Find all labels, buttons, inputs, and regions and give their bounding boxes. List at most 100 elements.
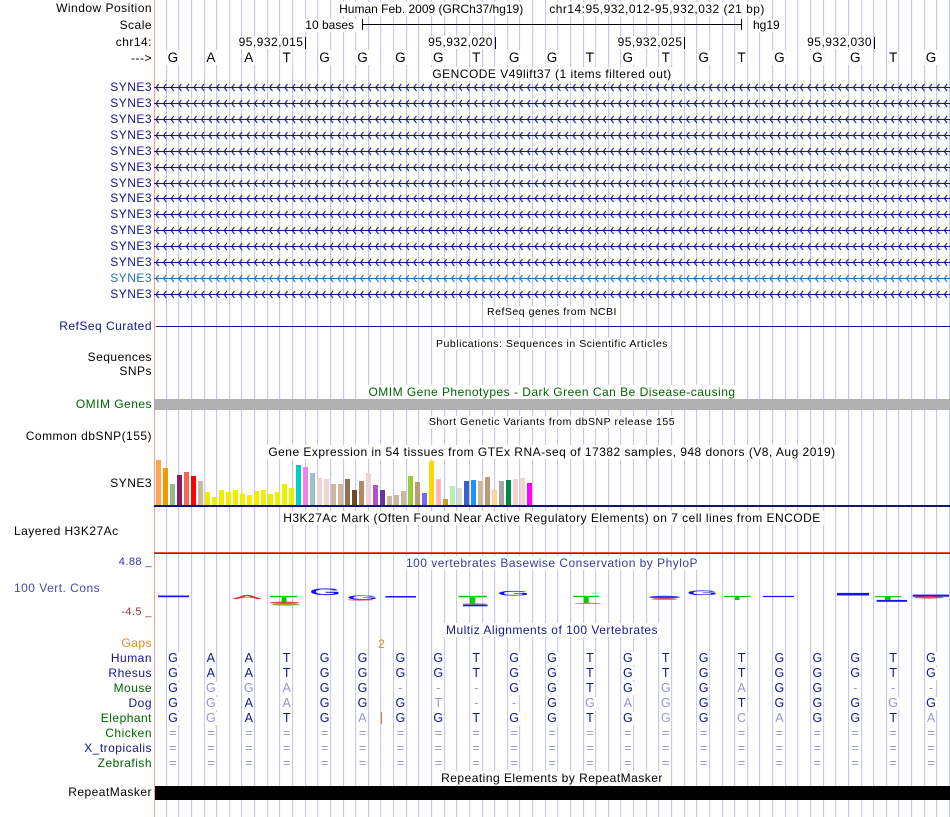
gtex-tissue-bar[interactable] bbox=[232, 490, 238, 505]
gtex-tissue-bar[interactable] bbox=[274, 492, 280, 505]
phylop-conservation-logo[interactable]: A GGG G bbox=[0, 578, 950, 610]
gtex-expression-barchart[interactable] bbox=[154, 458, 950, 505]
gencode-transcript-line[interactable] bbox=[154, 161, 950, 173]
gencode-transcript-line[interactable] bbox=[154, 145, 950, 157]
gencode-track-title[interactable]: GENCODE V49lift37 (1 items filtered out) bbox=[154, 66, 950, 81]
gencode-transcript-label[interactable]: SYNE3 bbox=[110, 127, 152, 142]
publications-sequences-label[interactable]: Sequences bbox=[87, 349, 152, 364]
gencode-transcript-line[interactable] bbox=[154, 273, 950, 285]
gtex-tissue-bar[interactable] bbox=[197, 481, 203, 505]
gtex-tissue-bar[interactable] bbox=[428, 461, 434, 505]
refseq-curated-line[interactable] bbox=[156, 325, 950, 327]
gtex-tissue-bar[interactable] bbox=[505, 480, 511, 505]
gtex-tissue-bar[interactable] bbox=[176, 475, 182, 505]
gencode-transcript-label[interactable]: SYNE3 bbox=[110, 255, 152, 270]
multiz-species-label[interactable]: Elephant bbox=[100, 710, 152, 725]
gtex-tissue-bar[interactable] bbox=[456, 488, 462, 505]
gtex-tissue-bar[interactable] bbox=[323, 479, 329, 505]
gtex-tissue-bar[interactable] bbox=[253, 491, 259, 505]
gtex-tissue-bar[interactable] bbox=[218, 490, 224, 505]
gtex-tissue-bar[interactable] bbox=[183, 472, 189, 505]
gtex-tissue-bar[interactable] bbox=[169, 484, 175, 505]
omim-genes-label[interactable]: OMIM Genes bbox=[75, 397, 152, 411]
gtex-tissue-bar[interactable] bbox=[400, 491, 406, 505]
gencode-transcript-label[interactable]: SYNE3 bbox=[110, 159, 152, 174]
repeatmasker-track-title[interactable]: Repeating Elements by RepeatMasker bbox=[154, 770, 950, 785]
gtex-tissue-bar[interactable] bbox=[484, 477, 490, 505]
gtex-tissue-bar[interactable] bbox=[372, 485, 378, 505]
gencode-transcript-label[interactable]: SYNE3 bbox=[110, 287, 152, 302]
gtex-tissue-bar[interactable] bbox=[379, 490, 385, 505]
dbsnp-label[interactable]: Common dbSNP(155) bbox=[25, 428, 152, 443]
gtex-tissue-bar[interactable] bbox=[260, 490, 266, 505]
phylop-track-title[interactable]: 100 vertebrates Basewise Conservation by… bbox=[154, 555, 950, 570]
omim-track-title[interactable]: OMIM Gene Phenotypes - Dark Green Can Be… bbox=[154, 384, 950, 399]
gtex-tissue-bar[interactable] bbox=[309, 473, 315, 505]
multiz-species-label[interactable]: Human bbox=[110, 650, 152, 665]
phylop-track-label[interactable]: 100 Vert. Cons bbox=[14, 580, 101, 595]
gtex-tissue-bar[interactable] bbox=[526, 483, 532, 505]
gtex-tissue-bar[interactable] bbox=[421, 493, 427, 505]
gtex-tissue-bar[interactable] bbox=[414, 482, 420, 505]
gtex-tissue-bar[interactable] bbox=[393, 495, 399, 505]
multiz-species-label[interactable]: Chicken bbox=[105, 725, 152, 740]
gtex-tissue-bar[interactable] bbox=[470, 480, 476, 505]
gtex-tissue-bar[interactable] bbox=[358, 481, 364, 505]
gtex-tissue-bar[interactable] bbox=[281, 484, 287, 505]
gtex-tissue-bar[interactable] bbox=[155, 460, 161, 505]
gtex-tissue-bar[interactable] bbox=[239, 494, 245, 505]
gtex-tissue-bar[interactable] bbox=[407, 476, 413, 505]
gencode-transcript-line[interactable] bbox=[154, 129, 950, 141]
gtex-tissue-bar[interactable] bbox=[512, 479, 518, 505]
gencode-transcript-label[interactable]: SYNE3 bbox=[110, 271, 152, 286]
gtex-tissue-bar[interactable] bbox=[477, 481, 483, 505]
gtex-tissue-bar[interactable] bbox=[225, 492, 231, 505]
gencode-transcript-line[interactable] bbox=[154, 81, 950, 93]
gtex-tissue-bar[interactable] bbox=[295, 465, 301, 505]
refseq-curated-label[interactable]: RefSeq Curated bbox=[59, 318, 152, 333]
gtex-tissue-bar[interactable] bbox=[519, 478, 525, 505]
multiz-species-label[interactable]: Zebrafish bbox=[97, 755, 152, 770]
gencode-transcript-line[interactable] bbox=[154, 241, 950, 253]
multiz-species-label[interactable]: Mouse bbox=[113, 680, 152, 695]
gtex-tissue-bar[interactable] bbox=[463, 481, 469, 505]
publications-track-title[interactable]: Publications: Sequences in Scientific Ar… bbox=[154, 337, 950, 351]
gtex-tissue-bar[interactable] bbox=[337, 484, 343, 505]
multiz-alignment-row[interactable]: = = = = = = = = = = = = = = = = = = = = = bbox=[0, 741, 950, 755]
gencode-transcript-label[interactable]: SYNE3 bbox=[110, 95, 152, 110]
gencode-transcript-line[interactable] bbox=[154, 257, 950, 269]
gtex-tissue-bar[interactable] bbox=[386, 495, 392, 505]
gtex-tissue-bar[interactable] bbox=[344, 479, 350, 505]
gencode-transcript-line[interactable] bbox=[154, 289, 950, 301]
gtex-tissue-bar[interactable] bbox=[211, 496, 217, 505]
gencode-transcript-line[interactable] bbox=[154, 97, 950, 109]
h3k27ac-track-title[interactable]: H3K27Ac Mark (Often Found Near Active Re… bbox=[154, 510, 950, 525]
gtex-tissue-bar[interactable] bbox=[190, 476, 196, 505]
gencode-transcript-label[interactable]: SYNE3 bbox=[110, 143, 152, 158]
gtex-tissue-bar[interactable] bbox=[302, 467, 308, 505]
multiz-species-label[interactable]: X_tropicalis bbox=[84, 740, 152, 755]
gtex-tissue-bar[interactable] bbox=[491, 490, 497, 505]
gtex-tissue-bar[interactable] bbox=[162, 468, 168, 505]
gencode-transcript-label[interactable]: SYNE3 bbox=[110, 111, 152, 126]
repeatmasker-element-bar[interactable] bbox=[154, 786, 950, 800]
gtex-tissue-bar[interactable] bbox=[330, 484, 336, 505]
repeatmasker-label[interactable]: RepeatMasker bbox=[68, 785, 152, 799]
gencode-transcript-line[interactable] bbox=[154, 193, 950, 205]
gtex-tissue-bar[interactable] bbox=[351, 490, 357, 505]
h3k27ac-label[interactable]: Layered H3K27Ac bbox=[14, 523, 119, 538]
gencode-transcript-label[interactable]: SYNE3 bbox=[110, 223, 152, 238]
gtex-tissue-bar[interactable] bbox=[246, 495, 252, 505]
gtex-tissue-bar[interactable] bbox=[449, 486, 455, 505]
gtex-tissue-bar[interactable] bbox=[204, 492, 210, 505]
gtex-tissue-bar[interactable] bbox=[316, 478, 322, 505]
gencode-transcript-label[interactable]: SYNE3 bbox=[110, 191, 152, 206]
multiz-species-label[interactable]: Dog bbox=[128, 695, 152, 710]
gencode-transcript-line[interactable] bbox=[154, 113, 950, 125]
